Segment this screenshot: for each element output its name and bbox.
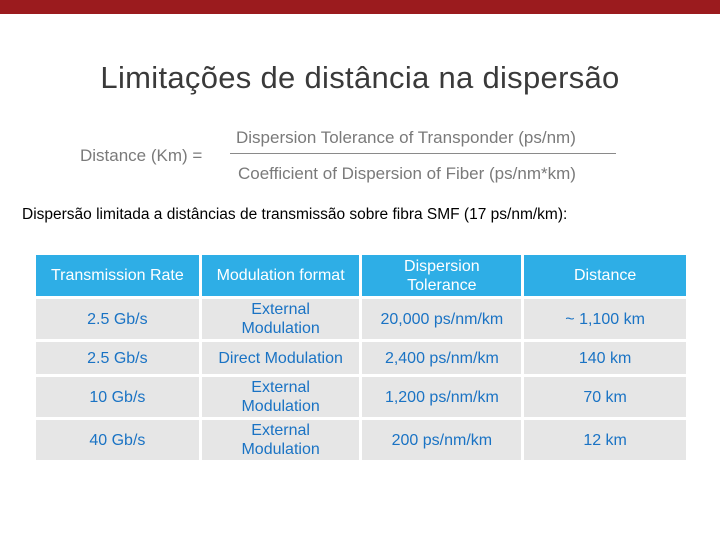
table-row: 2.5 Gb/s Direct Modulation 2,400 ps/nm/k… bbox=[36, 342, 686, 374]
cell-modulation: External Modulation bbox=[201, 377, 360, 417]
table-row: 40 Gb/s External Modulation 200 ps/nm/km … bbox=[36, 420, 686, 460]
header-dispersion-tolerance: Dispersion Tolerance bbox=[362, 255, 522, 296]
cell-rate: 10 Gb/s bbox=[36, 377, 199, 417]
formula-denominator: Coefficient of Dispersion of Fiber (ps/n… bbox=[238, 164, 576, 183]
cell-tolerance: 2,400 ps/nm/km bbox=[362, 342, 522, 374]
cell-distance: 70 km bbox=[524, 377, 686, 417]
cell-modulation: External Modulation bbox=[201, 420, 360, 460]
cell-distance: 12 km bbox=[524, 420, 686, 460]
fraction-line bbox=[230, 153, 616, 154]
distance-formula: Distance (Km) = Dispersion Tolerance of … bbox=[0, 124, 720, 184]
formula-lhs: Distance (Km) = bbox=[80, 146, 203, 165]
cell-tolerance: 1,200 ps/nm/km bbox=[362, 377, 522, 417]
cell-rate: 2.5 Gb/s bbox=[36, 299, 199, 339]
table-header-row: Transmission Rate Modulation format Disp… bbox=[36, 255, 686, 296]
cell-distance: ~ 1,100 km bbox=[524, 299, 686, 339]
header-modulation-format: Modulation format bbox=[201, 255, 360, 296]
dispersion-distance-table: Transmission Rate Modulation format Disp… bbox=[33, 252, 689, 463]
table-row: 2.5 Gb/s External Modulation 20,000 ps/nm… bbox=[36, 299, 686, 339]
cell-rate: 2.5 Gb/s bbox=[36, 342, 199, 374]
slide-subtitle: Dispersão limitada a distâncias de trans… bbox=[22, 206, 568, 223]
slide-title: Limitações de distância na dispersão bbox=[100, 60, 620, 95]
cell-modulation: External Modulation bbox=[201, 299, 360, 339]
cell-modulation: Direct Modulation bbox=[201, 342, 360, 374]
table-row: 10 Gb/s External Modulation 1,200 ps/nm/k… bbox=[36, 377, 686, 417]
header-transmission-rate: Transmission Rate bbox=[36, 255, 199, 296]
formula-numerator: Dispersion Tolerance of Transponder (ps/… bbox=[236, 128, 576, 147]
cell-tolerance: 20,000 ps/nm/km bbox=[362, 299, 522, 339]
cell-tolerance: 200 ps/nm/km bbox=[362, 420, 522, 460]
cell-rate: 40 Gb/s bbox=[36, 420, 199, 460]
header-distance: Distance bbox=[524, 255, 686, 296]
cell-distance: 140 km bbox=[524, 342, 686, 374]
top-accent-bar bbox=[0, 0, 720, 14]
